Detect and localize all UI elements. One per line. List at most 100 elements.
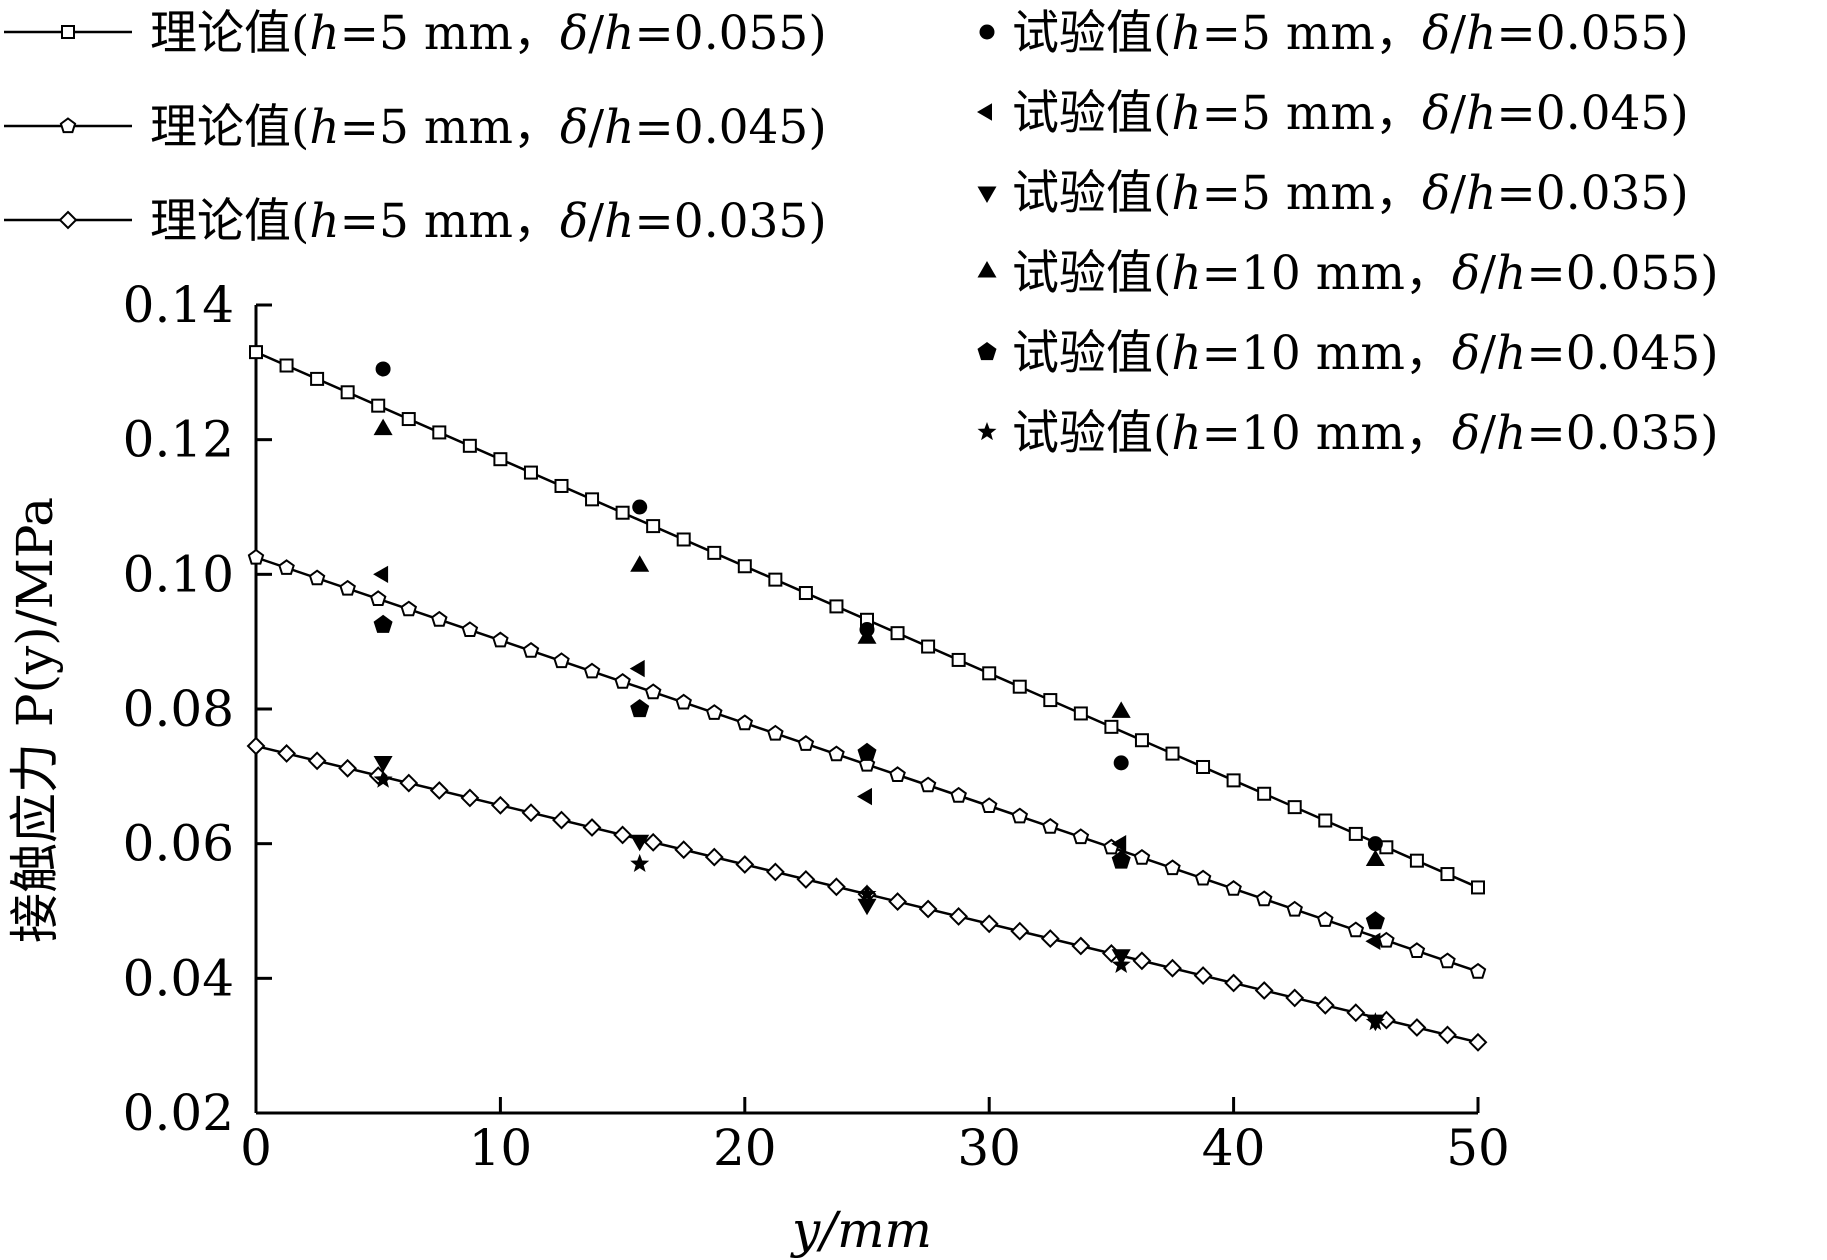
series-point: [554, 478, 569, 493]
series-point: [888, 892, 908, 912]
series-point: [1286, 900, 1303, 917]
series-point: [552, 810, 571, 830]
data-point: [375, 361, 391, 377]
legend-marker: [59, 117, 77, 134]
data-point: [1365, 911, 1385, 930]
series-7: [373, 418, 1385, 866]
series-point: [1193, 966, 1213, 986]
series-point: [613, 825, 633, 845]
x-tick-label: 20: [713, 1119, 777, 1177]
series-point: [432, 425, 447, 440]
legend-label: 试验值(h=5 mm，δ/h=0.045): [1012, 86, 1689, 141]
series-point: [310, 371, 325, 386]
series-point: [1010, 921, 1030, 941]
data-point: [373, 756, 393, 773]
legend-marker: [977, 261, 997, 278]
series-point: [889, 766, 906, 782]
series-point: [338, 758, 358, 778]
series-point: [431, 610, 448, 627]
series-point: [490, 795, 510, 815]
series-point: [523, 465, 538, 480]
series-point: [308, 569, 326, 586]
series-point: [797, 735, 815, 751]
data-point: [630, 555, 650, 572]
series-point: [1254, 981, 1274, 1000]
series-point: [521, 803, 541, 823]
x-tick-label: 30: [957, 1119, 1021, 1177]
series-point: [1225, 880, 1242, 896]
series-point: [340, 385, 355, 400]
series-point: [1073, 706, 1088, 721]
series-point: [1163, 958, 1182, 978]
series-point: [1318, 813, 1333, 828]
series-point: [1226, 773, 1241, 788]
series-point: [675, 693, 692, 710]
legend-item: 试验值(h=5 mm，δ/h=0.055): [979, 6, 1689, 61]
series-point: [585, 492, 600, 507]
series-point: [1071, 936, 1091, 956]
series-point: [951, 652, 966, 667]
axes: 0 10 20 30 40 50 0.02 0.04 0.06 0.08 0.10 0.12 0.14: [123, 276, 1510, 1177]
data-point: [1111, 701, 1131, 718]
legend: 理论值(h=5 mm，δ/h=0.055) 理论值(h=5 mm，δ/h=0.04…: [4, 6, 1719, 461]
series-point: [1471, 880, 1485, 895]
y-tick-label: 0.06: [123, 815, 234, 873]
legend-label: 试验值(h=5 mm，δ/h=0.055): [1012, 6, 1689, 61]
series-point: [277, 743, 297, 763]
legend-label: 理论值(h=5 mm，δ/h=0.035): [150, 194, 827, 249]
series-point: [429, 781, 449, 800]
series-4: [375, 361, 1383, 852]
data-point: [632, 499, 648, 515]
series-point: [918, 899, 938, 919]
series-point: [1408, 942, 1426, 958]
series-point: [1043, 693, 1058, 708]
data-point: [373, 418, 393, 436]
series-point: [246, 736, 266, 756]
data-point: [1113, 755, 1129, 771]
y-tick-label: 0.12: [123, 411, 234, 469]
data-point: [1365, 1012, 1385, 1031]
legend-label: 理论值(h=5 mm，δ/h=0.045): [150, 100, 827, 155]
series-point: [644, 683, 662, 700]
series-point: [1407, 1018, 1427, 1037]
series-point: [768, 572, 783, 587]
series-point: [460, 788, 480, 808]
data-point: [857, 884, 877, 903]
series-point: [400, 600, 418, 617]
series-point: [765, 862, 785, 882]
x-axis-label: y/mm: [790, 1201, 932, 1259]
data-point: [1111, 954, 1131, 973]
series-point: [1134, 733, 1149, 748]
y-tick-label: 0.02: [123, 1084, 234, 1142]
series-point: [829, 599, 844, 614]
series-point: [1287, 800, 1302, 815]
legend-marker: [977, 186, 997, 203]
series-point: [1346, 1003, 1366, 1023]
data-point: [1367, 836, 1383, 852]
series-point: [674, 840, 694, 860]
series-point: [369, 590, 387, 606]
series-point: [614, 672, 631, 689]
series-point: [767, 724, 784, 741]
series-point: [737, 559, 752, 574]
series-point: [1378, 931, 1395, 948]
series-point: [1255, 890, 1273, 907]
data-point: [1365, 849, 1385, 866]
series-point: [1440, 867, 1455, 882]
data-point: [373, 769, 393, 788]
series-point: [1012, 679, 1027, 694]
series-point: [339, 579, 356, 596]
series-point: [1439, 952, 1456, 969]
legend-item: 试验值(h=10 mm，δ/h=0.035): [977, 406, 1719, 461]
series-point: [707, 545, 722, 560]
series-point: [950, 786, 967, 803]
series-point: [1042, 817, 1059, 834]
series-1: [249, 345, 1485, 895]
series-point: [1104, 719, 1119, 734]
series-point: [1194, 869, 1212, 886]
data-point: [630, 853, 650, 872]
series-2: [247, 548, 1487, 979]
legend-item: 试验值(h=5 mm，δ/h=0.035): [977, 166, 1689, 221]
series-point: [1165, 746, 1180, 761]
